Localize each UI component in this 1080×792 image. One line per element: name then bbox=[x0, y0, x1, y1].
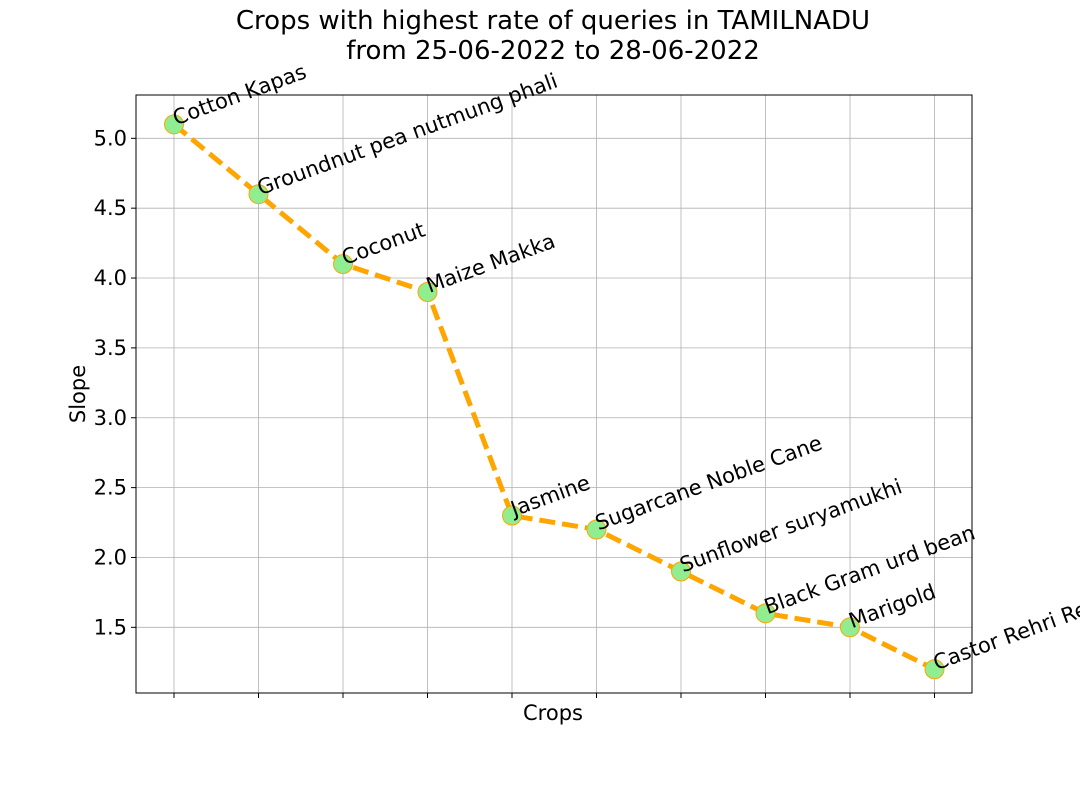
data-point bbox=[248, 184, 269, 205]
data-point bbox=[840, 617, 860, 638]
data-point-label: Marigold bbox=[846, 579, 940, 633]
data-point bbox=[417, 282, 438, 303]
x-axis-label: Crops bbox=[523, 701, 583, 725]
y-tick-label: 3.5 bbox=[94, 336, 127, 360]
y-axis-label: Slope bbox=[66, 365, 90, 423]
y-axis-ticks: 1.5 2.0 2.5 3.0 3.5 4.0 4.5 5.0 bbox=[94, 126, 136, 639]
plot-area-frame bbox=[135, 94, 973, 694]
x-axis-ticks bbox=[173, 693, 935, 698]
data-point-label: Castor Rehri Rendi bbox=[930, 586, 1080, 675]
grid-lines bbox=[136, 95, 972, 693]
y-tick-label: 3.0 bbox=[94, 406, 127, 430]
chart-title-line-1: Crops with highest rate of queries in TA… bbox=[236, 6, 870, 36]
y-tick-label: 5.0 bbox=[94, 126, 127, 150]
y-tick-label: 4.5 bbox=[94, 196, 127, 220]
y-tick-label: 2.0 bbox=[94, 545, 127, 569]
data-point-label: Coconut bbox=[339, 218, 429, 270]
data-point bbox=[333, 254, 353, 275]
data-point bbox=[502, 505, 522, 526]
chart-title-line-2: from 25-06-2022 to 28-06-2022 bbox=[346, 36, 760, 66]
data-point bbox=[755, 603, 776, 624]
data-point bbox=[924, 659, 945, 680]
data-point bbox=[164, 114, 184, 135]
y-tick-label: 2.5 bbox=[94, 476, 127, 500]
data-point-label: Groundnut pea nutmung phali bbox=[254, 69, 561, 200]
y-tick-label: 1.5 bbox=[94, 615, 127, 639]
y-tick-label: 4.0 bbox=[94, 266, 127, 290]
data-point-label: Jasmine bbox=[506, 470, 594, 521]
data-point bbox=[586, 519, 607, 540]
data-points bbox=[164, 114, 945, 680]
data-point-label: Maize Makka bbox=[423, 229, 558, 298]
series-line bbox=[172, 122, 936, 672]
data-point bbox=[671, 561, 691, 582]
